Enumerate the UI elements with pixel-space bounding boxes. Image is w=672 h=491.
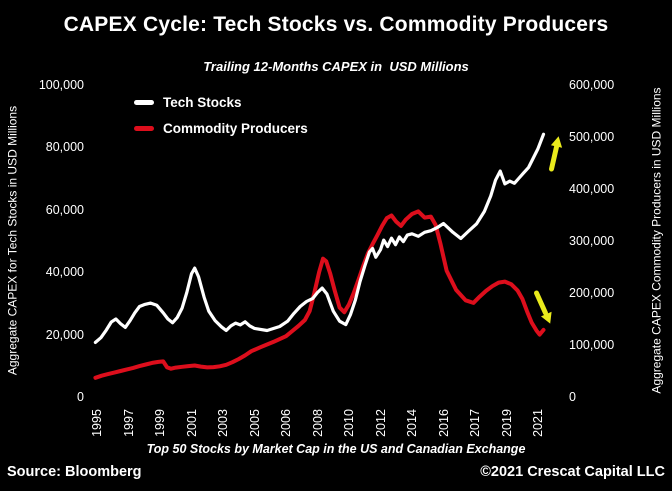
- chart-footnote: Top 50 Stocks by Market Cap in the US an…: [146, 442, 526, 456]
- left-axis-tick-label: 80,000: [45, 140, 84, 155]
- tech-stocks-line: [93, 132, 546, 344]
- left-axis-tick-label: 100,000: [38, 78, 84, 92]
- right-axis-tick-label: 500,000: [569, 130, 615, 144]
- chart-subtitle: Trailing 12-Months CAPEX in USD Millions: [203, 59, 469, 74]
- legend-label-tech: Tech Stocks: [163, 95, 242, 110]
- legend: Tech Stocks Commodity Producers: [134, 94, 308, 146]
- copyright-credit: ©2021 Crescat Capital LLC: [480, 464, 665, 480]
- right-axis-tick-label: 0: [569, 390, 576, 404]
- commodity-producers-line: [93, 209, 546, 380]
- left-axis-tick-label: 60,000: [45, 202, 84, 217]
- left-axis-tick-label: 40,000: [45, 265, 84, 280]
- tech-line-swatch: [134, 100, 154, 105]
- left-axis-tick-label: 20,000: [45, 327, 84, 342]
- tech-up-arrow-icon: [549, 136, 563, 172]
- right-axis-tick-label: 400,000: [569, 182, 615, 196]
- commodity-line-swatch: [134, 126, 154, 131]
- right-axis-tick-label: 200,000: [569, 286, 615, 300]
- legend-item-commodity: Commodity Producers: [134, 120, 308, 137]
- commodity-down-arrow-icon: [534, 290, 552, 324]
- right-axis-tick-label: 600,000: [569, 78, 615, 92]
- right-axis-tick-label: 300,000: [569, 234, 615, 248]
- source-credit: Source: Bloomberg: [7, 464, 142, 480]
- chart-title: CAPEX Cycle: Tech Stocks vs. Commodity P…: [63, 13, 609, 36]
- legend-label-commodity: Commodity Producers: [163, 121, 308, 136]
- legend-item-tech: Tech Stocks: [134, 94, 308, 111]
- right-axis-tick-label: 100,000: [569, 338, 615, 352]
- left-axis-tick-label: 0: [77, 390, 84, 404]
